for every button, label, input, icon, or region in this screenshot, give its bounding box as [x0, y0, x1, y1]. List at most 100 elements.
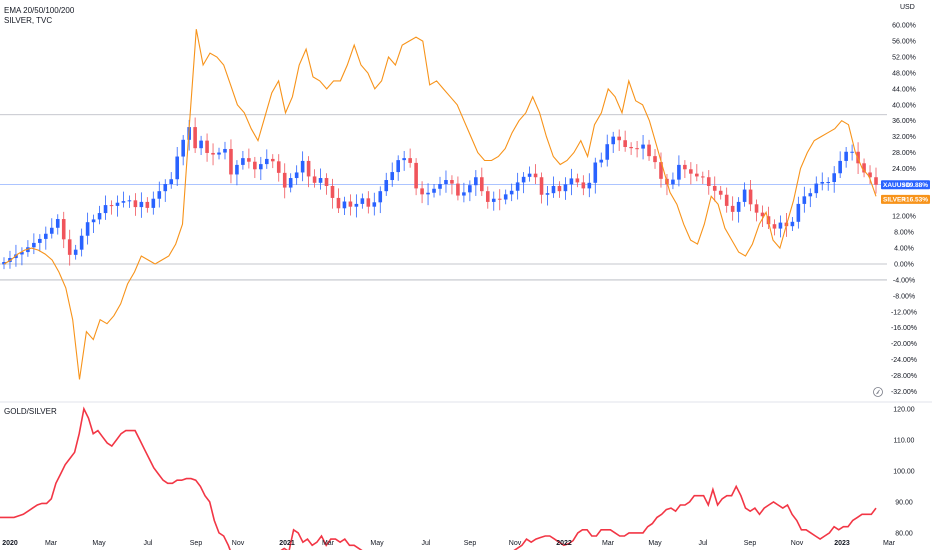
candle-body	[497, 198, 502, 200]
x-tick-label: Mar	[602, 540, 615, 547]
candle-body	[474, 177, 478, 186]
candle-body	[402, 158, 406, 161]
candle-body	[235, 164, 239, 175]
candle-body	[599, 159, 604, 163]
candle-body	[695, 173, 699, 177]
candle-body	[270, 158, 275, 162]
candle-body	[808, 193, 813, 197]
candle-body	[754, 204, 759, 213]
candle-body	[205, 140, 209, 153]
xauusd-end-name: XAUUSD	[883, 182, 911, 189]
candle-body	[49, 227, 54, 234]
candle-body	[133, 200, 138, 208]
candle-body	[438, 184, 442, 189]
ratio-tick-label: 100.00	[893, 468, 915, 475]
candle-body	[163, 184, 168, 192]
candle-body	[730, 205, 735, 212]
candle-body	[844, 151, 848, 161]
candle-body	[491, 198, 496, 202]
candle-body	[569, 178, 574, 185]
candle-body	[760, 212, 765, 217]
candle-body	[193, 127, 197, 149]
candle-body	[671, 179, 675, 185]
candle-body	[223, 148, 227, 153]
y-tick-label: 52.00%	[892, 55, 916, 62]
x-tick-label: Jul	[699, 540, 708, 547]
candle-body	[157, 191, 162, 199]
candle-body	[288, 178, 293, 188]
candle-body	[20, 252, 24, 255]
x-tick-label: May	[92, 540, 106, 547]
candle-body	[91, 219, 96, 223]
candle-body	[2, 262, 6, 265]
candle-body	[121, 201, 126, 203]
legend-ema: EMA 20/50/100/200	[4, 6, 75, 15]
candle-body	[462, 192, 466, 196]
candle-body	[509, 190, 514, 195]
candle-body	[229, 148, 233, 175]
x-tick-label: Nov	[232, 540, 245, 547]
candle-body	[175, 156, 180, 180]
candle-body	[659, 162, 663, 179]
candle-body	[581, 182, 586, 189]
candle-body	[127, 200, 132, 202]
candle-body	[629, 146, 633, 149]
candle-body	[324, 178, 329, 186]
candle-body	[527, 173, 532, 177]
candle-body	[199, 140, 203, 149]
candle-body	[217, 152, 221, 155]
y-tick-label: -20.00%	[891, 341, 917, 348]
candle-body	[181, 139, 185, 157]
candle-body	[611, 136, 616, 145]
xauusd-candles	[2, 117, 878, 270]
y-tick-label: -32.00%	[891, 389, 917, 396]
candle-body	[420, 188, 424, 195]
candle-body	[653, 156, 657, 163]
candle-body	[724, 194, 729, 206]
candle-body	[736, 201, 741, 212]
candle-body	[103, 205, 108, 214]
x-tick-label: Sep	[464, 540, 477, 547]
x-tick-label: Mar	[883, 540, 896, 547]
candle-body	[480, 177, 484, 192]
candle-body	[862, 163, 866, 173]
candle-body	[282, 172, 287, 188]
x-tick-label: 2023	[834, 540, 850, 547]
y-tick-label: -4.00%	[893, 277, 915, 284]
candle-body	[241, 158, 245, 165]
silver-end-badge	[881, 194, 930, 204]
y-tick-label: 0.00%	[894, 262, 914, 269]
candle-body	[414, 162, 418, 189]
candle-body	[97, 213, 102, 220]
candle-body	[748, 189, 753, 205]
candle-body	[276, 161, 281, 173]
x-tick-label: Sep	[190, 540, 203, 547]
candle-body	[874, 177, 878, 185]
candle-body	[67, 239, 72, 255]
candle-body	[253, 161, 257, 170]
candle-body	[850, 151, 854, 153]
candle-body	[700, 176, 705, 178]
x-tick-label: Mar	[45, 540, 58, 547]
candle-body	[342, 201, 347, 209]
candle-body	[814, 183, 819, 194]
candle-body	[109, 205, 114, 207]
end-labels: XAUUSD+19.88% SILVER+16.53%	[881, 180, 930, 204]
candle-body	[826, 182, 831, 184]
y-tick-label: 44.00%	[892, 86, 916, 93]
candle-body	[503, 194, 508, 200]
candle-body	[79, 235, 84, 250]
candle-body	[354, 203, 359, 207]
candle-body	[348, 201, 353, 207]
legend-symbol: SILVER, TVC	[4, 16, 53, 25]
y-tick-label: 28.00%	[892, 150, 916, 157]
candle-body	[790, 221, 795, 227]
x-tick-label: 2020	[2, 540, 18, 547]
candle-body	[73, 249, 78, 255]
y-tick-label: -12.00%	[891, 309, 917, 316]
candle-body	[169, 179, 174, 185]
candle-body	[390, 172, 395, 181]
candle-body	[563, 184, 568, 192]
settings-icon[interactable]	[873, 387, 883, 397]
